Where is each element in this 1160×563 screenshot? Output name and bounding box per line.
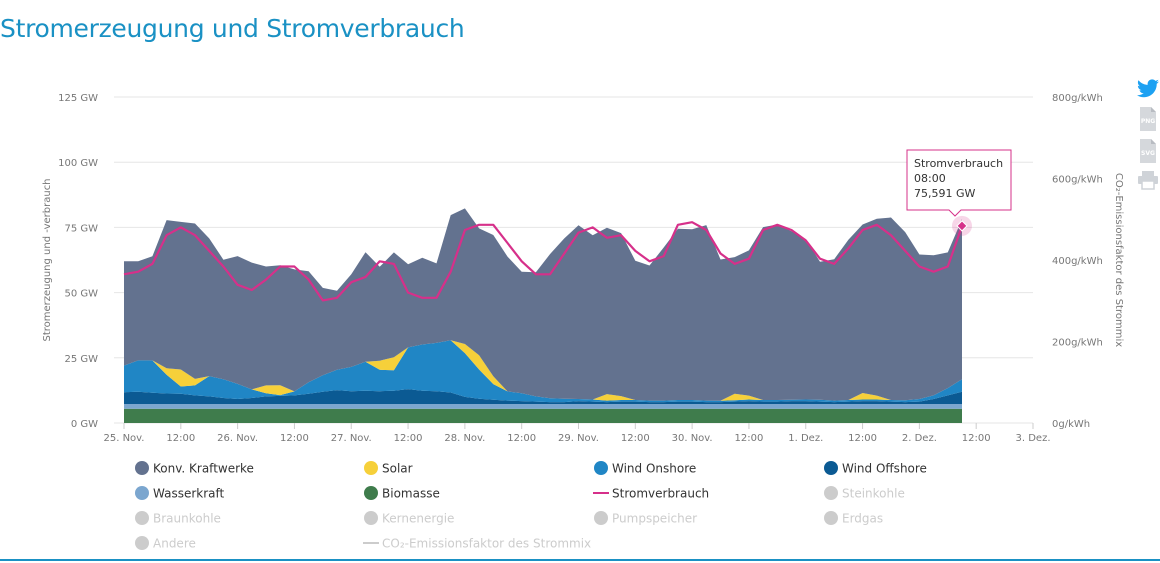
y-tick-label-left: 75 GW: [64, 223, 98, 234]
legend-label: Stromverbrauch: [612, 487, 709, 501]
x-tick-label: 12:00: [280, 433, 309, 444]
y-tick-label-left: 125 GW: [58, 93, 98, 104]
legend-label: Wasserkraft: [153, 487, 225, 501]
tooltip-time: 08:00: [914, 172, 946, 185]
legend-label: Wind Onshore: [612, 462, 696, 476]
stacked-areas: [124, 208, 962, 423]
legend-dot-swatch: [824, 486, 838, 500]
legend-item-andere[interactable]: Andere: [135, 536, 196, 551]
legend-dot-swatch: [594, 511, 608, 525]
x-tick-label: 12:00: [962, 433, 991, 444]
legend-label: Erdgas: [842, 512, 883, 526]
y-tick-label-left: 50 GW: [64, 289, 98, 300]
y-tick-label-left: 0 GW: [71, 419, 98, 430]
legend-dot-swatch: [824, 461, 838, 475]
legend-dot-swatch: [364, 461, 378, 475]
page-title: Stromerzeugung und Stromverbrauch: [0, 14, 465, 43]
line-stromverbrauch: [123, 221, 964, 302]
area-wind-offshore: [124, 389, 962, 404]
legend-item-wasserkraft[interactable]: Wasserkraft: [135, 486, 225, 501]
legend-item-wind-offshore[interactable]: Wind Offshore: [824, 461, 927, 476]
legend-label: Pumpspeicher: [612, 512, 697, 526]
png-icon-label: PNG: [1141, 118, 1155, 125]
y-tick-label-right: 800g/kWh: [1052, 93, 1103, 104]
y-tick-label-right: 400g/kWh: [1052, 256, 1103, 267]
y-tick-label-right: 200g/kWh: [1052, 338, 1103, 349]
x-tick-label: 30. Nov.: [672, 433, 713, 444]
area-wasserkraft: [124, 404, 962, 409]
legend-dot-swatch: [594, 461, 608, 475]
x-tick-label: 29. Nov.: [558, 433, 599, 444]
bottom-border: [0, 559, 1160, 561]
tooltip-value: 75,591 GW: [914, 187, 976, 200]
svg-icon[interactable]: SVG: [1136, 138, 1160, 164]
x-tick-label: 12:00: [166, 433, 195, 444]
legend-label: Biomasse: [382, 487, 440, 501]
x-tick-label: 12:00: [621, 433, 650, 444]
legend-dot-swatch: [135, 461, 149, 475]
legend-label: Braunkohle: [153, 512, 221, 526]
legend-item-steinkohle[interactable]: Steinkohle: [824, 486, 905, 501]
legend-label: Steinkohle: [842, 487, 905, 501]
print-icon[interactable]: [1136, 170, 1160, 190]
legend-item-stromverbrauch[interactable]: Stromverbrauch: [593, 487, 709, 501]
y-tick-label-right: 0g/kWh: [1052, 419, 1090, 430]
y-tick-label-left: 100 GW: [58, 158, 98, 169]
legend-item-wind-onshore[interactable]: Wind Onshore: [594, 461, 696, 476]
x-tick-label: 27. Nov.: [331, 433, 372, 444]
x-tick-label: 12:00: [848, 433, 877, 444]
legend-item-solar[interactable]: Solar: [364, 461, 413, 476]
legend-dot-swatch: [135, 511, 149, 525]
png-icon[interactable]: PNG: [1136, 106, 1160, 132]
legend-label: Konv. Kraftwerke: [153, 462, 254, 476]
hover-marker[interactable]: [956, 220, 968, 232]
tooltip: Stromverbrauch 08:00 75,591 GW: [906, 149, 1012, 217]
y-tick-label-right: 600g/kWh: [1052, 175, 1103, 186]
x-tick-label: 1. Dez.: [788, 433, 823, 444]
legend-item-kernenergie[interactable]: Kernenergie: [364, 511, 454, 526]
legend-label: Kernenergie: [382, 512, 454, 526]
legend-dot-swatch: [364, 486, 378, 500]
x-tick-label: 12:00: [507, 433, 536, 444]
y-axis-title-right: CO₂-Emissionsfaktor des Strommix: [1113, 173, 1124, 347]
svg-icon-label: SVG: [1141, 150, 1155, 157]
x-tick-label: 28. Nov.: [444, 433, 485, 444]
legend-item-co-emissionsfaktor-des-strommix[interactable]: CO₂-Emissionsfaktor des Strommix: [363, 537, 591, 551]
x-tick-label: 3. Dez.: [1016, 433, 1051, 444]
y-axis-title-left: Stromerzeugung und -verbrauch: [42, 178, 53, 341]
tooltip-box: [906, 149, 1012, 217]
legend-item-braunkohle[interactable]: Braunkohle: [135, 511, 221, 526]
legend-label: Wind Offshore: [842, 462, 927, 476]
x-tick-label: 26. Nov.: [217, 433, 258, 444]
x-tick-label: 2. Dez.: [902, 433, 937, 444]
legend-dot-swatch: [824, 511, 838, 525]
axes: 0 GW 25 GW 50 GW 75 GW 100 GW 125 GW 0g/kWh 200…: [42, 93, 1124, 444]
legend-label: Solar: [382, 462, 413, 476]
x-tick-label: 12:00: [735, 433, 764, 444]
area-konv-kraftwerke: [124, 208, 962, 401]
legend-item-pumpspeicher[interactable]: Pumpspeicher: [594, 511, 697, 526]
tooltip-title: Stromverbrauch: [914, 157, 1003, 170]
legend-label: Andere: [153, 537, 196, 551]
export-toolbar: PNG SVG: [1136, 78, 1160, 196]
y-tick-label-left: 25 GW: [64, 354, 98, 365]
legend-dot-swatch: [135, 536, 149, 550]
legend: Konv. Kraftwerke Solar Wind Onshore Wind Of…: [135, 461, 927, 551]
consumption-line: [123, 215, 972, 302]
legend-dot-swatch: [364, 511, 378, 525]
area-biomasse: [124, 408, 962, 423]
x-tick-label: 12:00: [394, 433, 423, 444]
legend-item-erdgas[interactable]: Erdgas: [824, 511, 883, 526]
legend-dot-swatch: [135, 486, 149, 500]
area-wind-onshore: [124, 340, 962, 403]
legend-item-konv-kraftwerke[interactable]: Konv. Kraftwerke: [135, 461, 254, 476]
twitter-icon[interactable]: [1136, 78, 1160, 100]
legend-label: CO₂-Emissionsfaktor des Strommix: [382, 537, 591, 551]
x-tick-label: 25. Nov.: [103, 433, 144, 444]
legend-item-biomasse[interactable]: Biomasse: [364, 486, 440, 501]
